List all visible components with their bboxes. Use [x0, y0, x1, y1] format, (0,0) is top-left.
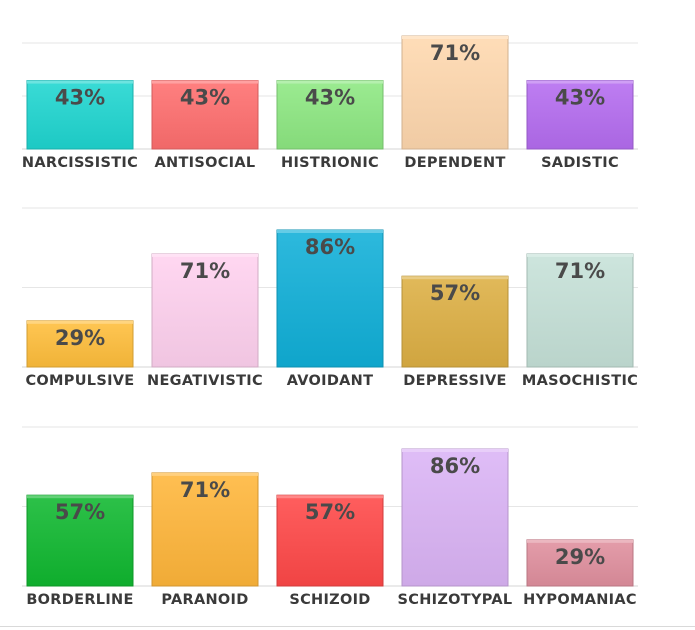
bar-highlight [152, 472, 258, 476]
chart-panel-2: 29% COMPULSIVE 71% NEGATIVISTIC 86% AVOIDANT 5… [22, 207, 638, 389]
bar-paranoid [151, 472, 259, 587]
bar-highlight [402, 36, 508, 39]
bar-hypomaniac [526, 539, 634, 587]
value-label: 71% [180, 259, 230, 283]
category-label: ANTISOCIAL [155, 155, 256, 171]
category-label: BORDERLINE [26, 592, 133, 608]
bar-avoidant [276, 229, 384, 368]
chart-panel-3: 57% BORDERLINE 71% PARANOID 57% SCHIZOID 86% SC… [22, 426, 638, 608]
value-label: 71% [180, 478, 230, 502]
bar-highlight [277, 230, 383, 233]
category-label: SCHIZOID [289, 592, 370, 608]
value-label: 71% [430, 41, 480, 65]
bar-compulsive [26, 320, 134, 368]
category-label: SADISTIC [541, 155, 619, 171]
value-label: 57% [55, 500, 105, 524]
value-label: 43% [305, 86, 355, 110]
value-label: 57% [430, 281, 480, 305]
value-label: 29% [555, 545, 605, 569]
bar-narcissistic [26, 80, 134, 150]
bar-schizotypal [401, 448, 509, 587]
category-label: AVOIDANT [287, 373, 374, 389]
bar-highlight [277, 80, 383, 84]
value-label: 86% [305, 235, 355, 259]
value-label: 43% [555, 86, 605, 110]
bar-highlight [527, 539, 633, 543]
bar-highlight [402, 449, 508, 452]
bottom-divider [0, 626, 695, 627]
bar-highlight [527, 80, 633, 84]
category-label: HYPOMANIAC [523, 592, 637, 608]
bar-schizoid [276, 494, 384, 587]
chart-panel-1: 43% NARCISSISTIC 43% ANTISOCIAL 43% HISTRIONI… [22, 35, 638, 171]
bar-dependent [401, 35, 509, 150]
bar-negativistic [151, 253, 259, 368]
bar-sadistic [526, 80, 634, 150]
category-label: DEPENDENT [404, 155, 505, 171]
bar-highlight [152, 80, 258, 84]
bar-highlight [27, 80, 133, 84]
bar-masochistic [526, 253, 634, 368]
category-label: NARCISSISTIC [22, 155, 138, 171]
category-label: DEPRESSIVE [403, 373, 506, 389]
category-label: COMPULSIVE [25, 373, 134, 389]
bar-highlight [27, 320, 133, 324]
bar-histrionic [276, 80, 384, 150]
bar-highlight [27, 495, 133, 499]
bar-depressive [401, 275, 509, 368]
value-label: 57% [305, 500, 355, 524]
bar-highlight [277, 495, 383, 499]
value-label: 71% [555, 259, 605, 283]
category-label: MASOCHISTIC [522, 373, 638, 389]
category-label: NEGATIVISTIC [147, 373, 263, 389]
value-label: 29% [55, 326, 105, 350]
value-label: 86% [430, 454, 480, 478]
bar-highlight [152, 253, 258, 257]
bar-highlight [402, 276, 508, 280]
category-label: SCHIZOTYPAL [398, 592, 513, 608]
category-label: HISTRIONIC [281, 155, 379, 171]
bar-highlight [527, 253, 633, 257]
value-label: 43% [180, 86, 230, 110]
category-label: PARANOID [161, 592, 248, 608]
value-label: 43% [55, 86, 105, 110]
